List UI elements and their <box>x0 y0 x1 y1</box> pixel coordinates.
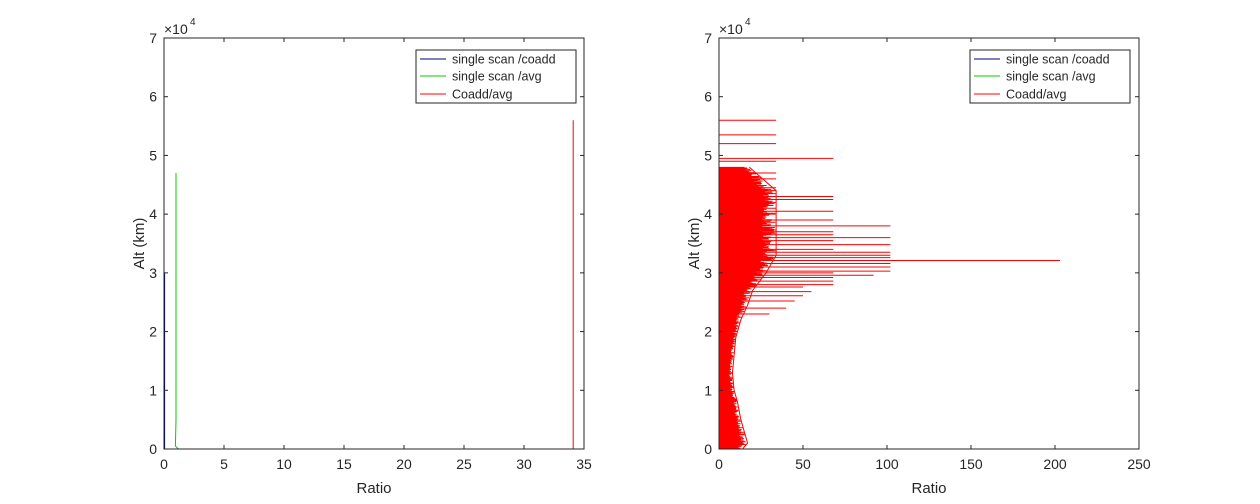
left-y-tick-label: 7 <box>149 30 157 46</box>
right-y-tick-label: 6 <box>704 89 712 105</box>
right-x-tick-label: 50 <box>795 456 811 472</box>
left-plot-background <box>164 38 584 449</box>
right-series-3-edge <box>731 166 777 450</box>
left-x-tick-label: 10 <box>276 456 292 472</box>
right-y-tick-label: 1 <box>704 382 712 398</box>
left-legend-entry-3: Coadd/avg <box>452 88 513 102</box>
left-y-tick-label: 1 <box>149 382 157 398</box>
left-y-exponent: ×10 4 <box>164 17 196 37</box>
left-axis-ticks: 0 5 10 15 20 25 30 35 0 1 2 3 4 5 6 7 <box>149 30 592 472</box>
right-series-3 <box>719 119 1061 450</box>
right-series-layer <box>719 119 1061 450</box>
left-series-layer <box>164 120 574 450</box>
left-x-tick-label: 0 <box>160 456 168 472</box>
left-legend: single scan /coadd single scan /avg Coad… <box>415 49 577 104</box>
left-chart-panel: 0 5 10 15 20 25 30 35 0 1 2 3 4 5 6 7 Ratio Alt (km) ×1… <box>131 17 592 497</box>
left-y-tick-label: 0 <box>149 441 157 457</box>
right-y-tick-label: 3 <box>704 265 712 281</box>
left-y-tick-label: 4 <box>149 206 157 222</box>
left-series-2-line <box>174 173 179 450</box>
left-legend-entry-2: single scan /avg <box>452 70 542 84</box>
left-y-exponent-power: 4 <box>190 17 196 28</box>
right-y-tick-label: 4 <box>704 206 712 222</box>
left-x-tick-label: 5 <box>220 456 228 472</box>
left-x-tick-label: 20 <box>396 456 412 472</box>
right-plot-frame <box>718 37 1140 450</box>
right-x-tick-label: 150 <box>959 456 983 472</box>
right-legend-entry-3: Coadd/avg <box>1006 88 1067 102</box>
left-y-axis-label: Alt (km) <box>131 218 148 270</box>
right-legend-entry-1: single scan /coadd <box>1006 53 1110 67</box>
right-legend-entry-2: single scan /avg <box>1006 70 1096 84</box>
right-legend: single scan /coadd single scan /avg Coad… <box>969 49 1131 104</box>
right-x-tick-label: 100 <box>875 456 899 472</box>
right-axis-ticks: 0 50 100 150 200 250 0 1 2 3 4 5 6 7 <box>704 30 1151 472</box>
right-y-tick-label: 7 <box>704 30 712 46</box>
left-y-exponent-base: ×10 <box>164 21 188 37</box>
right-chart-panel: 0 50 100 150 200 250 0 1 2 3 4 5 6 7 Ratio Alt (km) ×… <box>686 17 1151 497</box>
left-y-tick-label: 6 <box>149 89 157 105</box>
left-x-axis-label: Ratio <box>356 480 391 497</box>
right-y-axis-label: Alt (km) <box>686 218 703 270</box>
left-plot-frame <box>163 37 585 450</box>
left-x-tick-label: 15 <box>336 456 352 472</box>
right-y-exponent: ×10 4 <box>719 17 751 37</box>
left-y-tick-label: 2 <box>149 324 157 340</box>
right-plot-background <box>719 38 1139 449</box>
right-x-tick-label: 200 <box>1043 456 1067 472</box>
left-x-tick-label: 30 <box>516 456 532 472</box>
left-x-tick-label: 25 <box>456 456 472 472</box>
right-y-tick-label: 2 <box>704 324 712 340</box>
right-y-tick-label: 5 <box>704 147 712 163</box>
right-x-tick-label: 250 <box>1127 456 1151 472</box>
right-y-tick-label: 0 <box>704 441 712 457</box>
left-y-tick-label: 3 <box>149 265 157 281</box>
right-x-tick-label: 0 <box>715 456 723 472</box>
left-y-tick-label: 5 <box>149 147 157 163</box>
right-x-axis-label: Ratio <box>911 480 946 497</box>
right-y-exponent-base: ×10 <box>719 21 743 37</box>
left-series-2 <box>174 173 179 450</box>
left-x-tick-label: 35 <box>576 456 592 472</box>
right-y-exponent-power: 4 <box>745 17 751 28</box>
left-legend-entry-1: single scan /coadd <box>452 53 556 67</box>
